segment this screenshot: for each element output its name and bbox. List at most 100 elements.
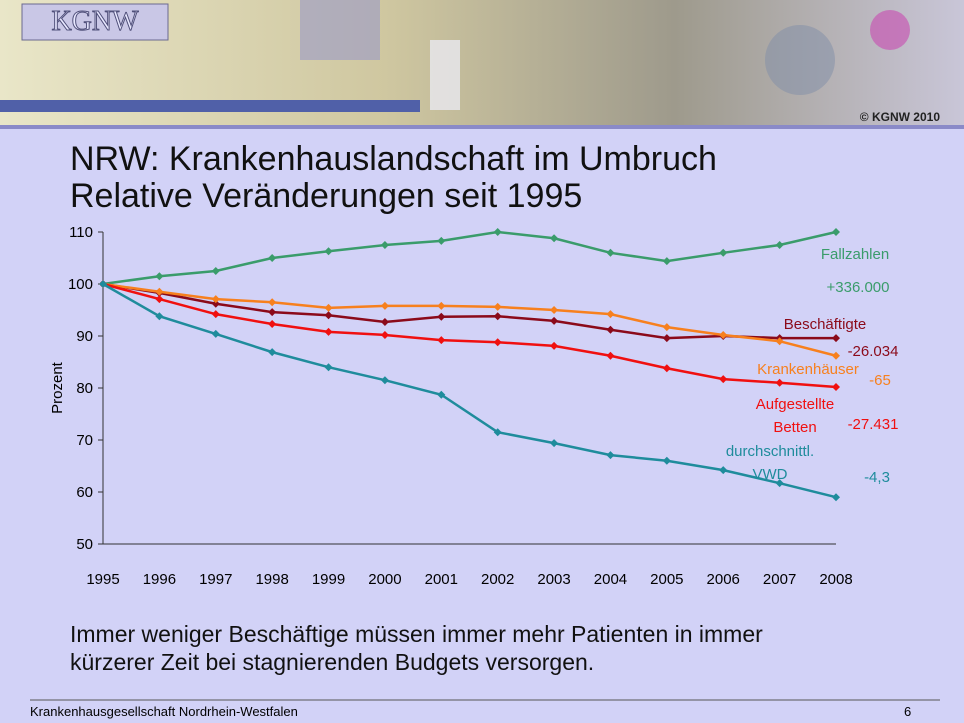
header-deco [430, 40, 460, 110]
page-number: 6 [904, 704, 911, 719]
data-point [663, 323, 671, 331]
logo: KGNW [51, 6, 139, 37]
data-point [550, 439, 558, 447]
data-point [494, 312, 502, 320]
data-point [663, 257, 671, 265]
x-tick-label: 2008 [819, 571, 852, 588]
data-point [606, 352, 614, 360]
data-point [212, 330, 220, 338]
data-point [550, 306, 558, 314]
y-tick-label: 50 [76, 536, 93, 553]
data-point [381, 318, 389, 326]
data-point [212, 310, 220, 318]
x-tick-label: 2006 [707, 571, 740, 588]
data-point [663, 364, 671, 372]
x-tick-label: 2007 [763, 571, 796, 588]
x-tick-label: 1996 [143, 571, 176, 588]
y-tick-label: 70 [76, 432, 93, 449]
x-tick-label: 1999 [312, 571, 345, 588]
footer-text: Krankenhausgesellschaft Nordrhein-Westfa… [30, 704, 298, 719]
series-change: -27.431 [838, 413, 908, 436]
y-tick-label: 60 [76, 484, 93, 501]
data-point [832, 493, 840, 501]
data-point [437, 237, 445, 245]
y-axis-label: Prozent [49, 361, 66, 414]
data-point [325, 311, 333, 319]
series-label: Krankenhäuser [748, 358, 868, 381]
series-label: Beschäftigte [770, 313, 880, 336]
data-point [155, 272, 163, 280]
header-deco [300, 0, 380, 60]
y-tick-label: 90 [76, 328, 93, 345]
data-point [494, 228, 502, 236]
body-text: kürzerer Zeit bei stagnierenden Budgets … [70, 649, 594, 675]
data-point [325, 363, 333, 371]
y-tick-label: 100 [68, 276, 93, 293]
x-tick-label: 1997 [199, 571, 232, 588]
data-point [606, 451, 614, 459]
data-point [437, 313, 445, 321]
data-point [212, 295, 220, 303]
series-change: +336.000 [822, 276, 894, 299]
x-tick-label: 2001 [425, 571, 458, 588]
data-point [268, 320, 276, 328]
series-label: Fallzahlen [810, 243, 900, 266]
data-point [494, 303, 502, 311]
y-tick-label: 110 [69, 224, 93, 241]
series-label: Aufgestellte Betten [745, 393, 845, 439]
data-point [550, 342, 558, 350]
data-point [325, 247, 333, 255]
data-point [381, 331, 389, 339]
header-rule [0, 125, 964, 129]
data-point [550, 234, 558, 242]
slide-title: NRW: Krankenhauslandschaft im Umbruch [70, 140, 717, 178]
data-point [719, 375, 727, 383]
x-tick-label: 2003 [537, 571, 570, 588]
data-point [437, 336, 445, 344]
x-tick-label: 2005 [650, 571, 683, 588]
data-point [268, 298, 276, 306]
data-point [212, 267, 220, 275]
data-point [381, 241, 389, 249]
x-tick-label: 2002 [481, 571, 514, 588]
data-point [437, 302, 445, 310]
data-point [663, 457, 671, 465]
body-text: Immer weniger Beschäftige müssen immer m… [70, 621, 763, 647]
data-point [155, 295, 163, 303]
data-point [719, 249, 727, 257]
data-point [776, 241, 784, 249]
series-line [103, 232, 836, 284]
header-deco [870, 10, 910, 50]
series-line [103, 284, 836, 356]
data-point [381, 302, 389, 310]
data-point [663, 334, 671, 342]
data-point [325, 328, 333, 336]
data-point [719, 331, 727, 339]
x-tick-label: 1998 [255, 571, 288, 588]
data-point [268, 308, 276, 316]
data-point [550, 317, 558, 325]
header-bar [0, 100, 420, 112]
series-label: durchschnittl. VWD [720, 440, 820, 486]
header-deco [765, 25, 835, 95]
x-tick-label: 2004 [594, 571, 627, 588]
x-tick-label: 2000 [368, 571, 401, 588]
data-point [832, 383, 840, 391]
data-point [606, 326, 614, 334]
series-line [103, 284, 836, 338]
data-point [832, 228, 840, 236]
y-tick-label: 80 [76, 380, 93, 397]
data-point [606, 249, 614, 257]
x-tick-label: 1995 [86, 571, 119, 588]
slide-subtitle: Relative Veränderungen seit 1995 [70, 177, 582, 215]
series-change: -65 [862, 369, 898, 392]
data-point [325, 304, 333, 312]
series-change: -4,3 [852, 466, 902, 489]
data-point [494, 338, 502, 346]
data-point [268, 254, 276, 262]
data-point [381, 376, 389, 384]
copyright: © KGNW 2010 [860, 110, 941, 124]
slide: KGNW © KGNW 2010 NRW: Krankenhauslandsch… [0, 0, 964, 723]
data-point [606, 310, 614, 318]
data-point [268, 348, 276, 356]
